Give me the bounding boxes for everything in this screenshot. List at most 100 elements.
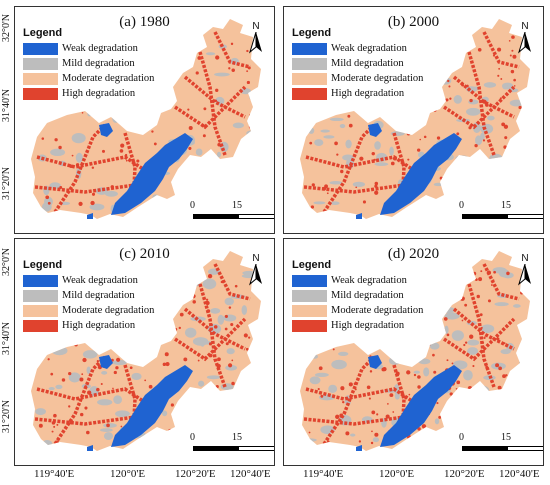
mild-patch <box>129 338 134 350</box>
high-patch <box>478 277 483 282</box>
mild-patch <box>429 342 440 350</box>
high-patch <box>433 370 437 374</box>
mild-patch <box>194 413 209 422</box>
mild-patch <box>242 270 256 276</box>
map-panel-1980: (a) 1980 Legend Weak degradation Mild de… <box>14 6 275 234</box>
high-patch <box>74 342 78 347</box>
mild-patch <box>444 325 449 335</box>
high-degradation-corridor <box>322 123 376 213</box>
mild-patch <box>481 404 487 413</box>
high-patch <box>113 370 117 375</box>
mild-patch <box>471 410 481 417</box>
high-patch <box>472 364 475 368</box>
high-patch <box>170 403 174 407</box>
high-patch <box>203 107 207 111</box>
high-patch <box>206 298 209 301</box>
mild-patch <box>329 117 344 122</box>
legend-title: Legend <box>23 259 63 271</box>
mild-patch <box>199 337 206 347</box>
legend-item: Moderate degradation <box>292 303 423 318</box>
high-patch <box>438 291 441 294</box>
lake-taihu <box>380 365 462 447</box>
legend-label: Weak degradation <box>62 43 138 54</box>
high-patch <box>50 372 54 376</box>
mild-patch <box>303 438 317 442</box>
high-patch <box>334 141 338 146</box>
high-degradation-corridor <box>53 123 107 213</box>
mild-patch <box>71 133 86 144</box>
scale-bar: 0 15 30 km <box>190 432 274 460</box>
high-patch <box>170 435 174 439</box>
legend-label: High degradation <box>62 320 136 331</box>
high-patch <box>413 373 417 377</box>
high-patch <box>406 131 411 136</box>
high-degradation-corridor <box>305 155 425 179</box>
high-patch <box>54 138 58 142</box>
mild-patch <box>434 418 440 425</box>
legend-item: Moderate degradation <box>23 303 154 318</box>
high-patch <box>96 359 99 363</box>
mild-patch <box>352 181 366 188</box>
high-patch <box>427 342 431 346</box>
high-patch <box>155 299 160 304</box>
mild-patch <box>198 380 205 387</box>
mild-patch <box>513 381 526 389</box>
high-patch <box>203 125 206 128</box>
high-patch <box>476 294 480 299</box>
high-patch <box>322 186 327 191</box>
lon-label-right-4: 120°40'E <box>499 468 540 480</box>
high-patch <box>148 384 153 389</box>
mild-patch <box>216 151 221 158</box>
high-patch <box>500 412 504 416</box>
high-patch <box>473 301 476 304</box>
high-patch <box>188 126 193 131</box>
panel-title: (c) 2010 <box>119 246 170 262</box>
north-arrow-icon <box>249 31 262 54</box>
high-patch <box>192 300 196 304</box>
mild-patch <box>487 115 495 121</box>
high-patch <box>250 412 254 416</box>
high-patch <box>488 184 493 189</box>
high-patch <box>225 192 230 197</box>
high-patch <box>87 390 92 395</box>
high-patch <box>381 367 386 372</box>
high-patch <box>430 327 433 330</box>
high-patch <box>134 119 138 123</box>
high-patch <box>476 423 480 427</box>
high-patch <box>392 411 395 413</box>
legend-title: Legend <box>292 259 332 271</box>
high-patch <box>47 201 51 205</box>
legend-swatch <box>292 274 327 287</box>
high-patch <box>115 343 118 346</box>
high-patch <box>199 402 204 406</box>
mild-patch <box>75 152 83 163</box>
high-patch <box>120 425 123 428</box>
lat-label-top-3: 31°20'N <box>1 166 12 200</box>
high-patch <box>411 439 415 443</box>
mild-patch <box>314 139 324 147</box>
high-patch <box>340 386 345 391</box>
high-patch <box>493 164 497 168</box>
high-patch <box>177 193 180 196</box>
high-patch <box>228 363 233 368</box>
high-patch <box>373 158 376 161</box>
high-degradation-corridor <box>53 355 107 445</box>
mild-patch <box>330 201 340 206</box>
high-patch <box>464 303 468 307</box>
region-map <box>300 19 530 219</box>
high-patch <box>511 373 516 378</box>
high-patch <box>310 205 315 209</box>
high-degradation-corridor <box>183 75 246 119</box>
high-patch <box>217 357 221 362</box>
high-patch <box>78 201 83 207</box>
high-patch <box>345 431 350 436</box>
high-patch <box>467 386 473 391</box>
high-patch <box>473 186 478 190</box>
region-shape <box>31 251 261 451</box>
high-degradation-corridor <box>183 307 246 351</box>
mild-patch <box>385 343 395 347</box>
mild-patch <box>474 156 489 164</box>
high-patch <box>512 54 517 59</box>
high-patch <box>392 156 398 161</box>
high-patch <box>53 413 57 418</box>
